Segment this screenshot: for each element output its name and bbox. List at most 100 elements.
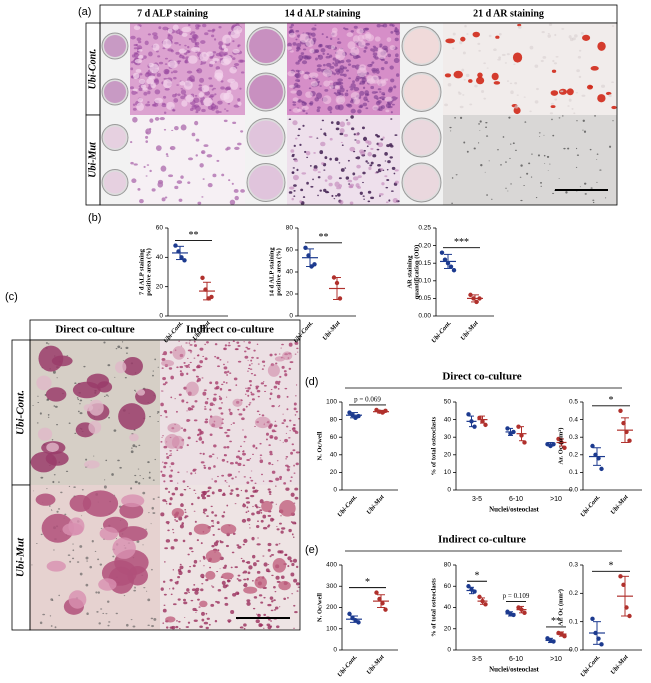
stain-spot [270, 609, 274, 612]
stain-spot [194, 472, 197, 474]
stain-spot [190, 472, 193, 475]
stain-spot [537, 154, 541, 157]
stain-spot [53, 405, 56, 407]
stain-spot [195, 154, 198, 157]
stain-spot [393, 57, 400, 63]
stain-spot [168, 502, 172, 506]
stain-spot [155, 145, 162, 152]
stain-spot [566, 88, 574, 96]
stain-spot [567, 147, 570, 150]
stain-spot [291, 533, 294, 536]
stain-spot [115, 538, 118, 540]
stain-spot [212, 522, 215, 524]
stain-spot [246, 501, 251, 504]
y-axis-label: 7 d ALP staining [138, 248, 145, 295]
stain-spot [179, 372, 184, 377]
stain-spot [500, 164, 502, 166]
stain-spot [390, 30, 394, 34]
stain-spot [334, 157, 339, 162]
stain-spot [294, 496, 299, 500]
stain-spot [181, 100, 188, 107]
stain-spot [132, 116, 138, 123]
stain-spot [197, 598, 200, 601]
stain-spot [291, 443, 294, 446]
stain-spot [147, 624, 150, 627]
x-tick-label: 6-10 [509, 656, 523, 663]
stain-spot [163, 445, 168, 449]
stain-spot [233, 63, 240, 67]
stain-spot [320, 128, 323, 130]
stain-spot [240, 557, 243, 560]
stain-spot [289, 109, 292, 111]
stain-spot [200, 542, 203, 545]
stain-spot [237, 344, 241, 347]
stain-spot [547, 33, 550, 35]
stain-spot [194, 520, 197, 523]
stain-spot [204, 32, 209, 36]
stain-spot [350, 46, 360, 56]
stain-spot [179, 493, 184, 497]
stain-spot [531, 153, 533, 155]
stain-spot [316, 106, 321, 109]
stain-spot [292, 97, 299, 102]
stain-spot [52, 480, 55, 484]
stain-spot [161, 367, 164, 369]
stain-spot [299, 70, 305, 75]
stain-spot [267, 525, 270, 528]
y-tick-label: 50 [444, 399, 452, 406]
stain-spot [243, 586, 258, 594]
stain-spot [52, 370, 56, 374]
stain-spot [234, 195, 239, 201]
stain-spot [108, 621, 111, 623]
section-title: Indirect co-culture [438, 534, 526, 546]
stain-spot [163, 480, 166, 483]
stain-spot [97, 591, 100, 594]
stain-spot [187, 55, 198, 64]
stain-spot [377, 88, 382, 91]
stain-spot [197, 366, 200, 368]
stain-spot [314, 24, 317, 26]
stain-spot [230, 566, 233, 569]
stain-spot [195, 111, 199, 114]
y-axis-label: positive area (%) [145, 248, 152, 296]
stain-spot [221, 580, 226, 586]
stain-spot [256, 510, 261, 515]
stain-spot [226, 460, 229, 463]
stain-spot [237, 408, 240, 411]
stain-spot [182, 480, 186, 483]
stain-spot [133, 25, 141, 31]
stain-spot [171, 507, 185, 518]
stain-spot [240, 445, 242, 448]
column-header: Indirect co-culture [186, 324, 274, 336]
stain-spot [173, 98, 179, 103]
stain-spot [130, 86, 135, 90]
stain-spot [254, 482, 257, 484]
well [249, 29, 283, 63]
stain-spot [235, 487, 239, 491]
y-tick-label: 30 [444, 434, 452, 441]
stain-spot [301, 60, 308, 65]
stain-spot [296, 46, 301, 51]
stain-spot [68, 485, 71, 488]
stain-spot [538, 132, 541, 134]
stain-spot [209, 402, 214, 407]
data-point [627, 613, 632, 619]
y-tick-label: 0 [447, 487, 451, 494]
stain-spot [298, 128, 301, 131]
stain-spot [389, 45, 396, 51]
stain-spot [255, 524, 260, 529]
stain-spot [207, 182, 213, 188]
stain-spot [568, 98, 572, 102]
stain-spot [222, 34, 232, 44]
stain-spot [177, 471, 180, 474]
stain-spot [334, 59, 340, 64]
stain-spot [293, 159, 299, 163]
stain-spot [151, 568, 153, 571]
stain-spot [279, 475, 283, 479]
stain-spot [292, 171, 295, 174]
stain-spot [122, 360, 125, 361]
stain-spot [226, 481, 228, 483]
stain-spot [451, 202, 453, 205]
stain-spot [253, 374, 257, 377]
stain-spot [268, 490, 272, 494]
